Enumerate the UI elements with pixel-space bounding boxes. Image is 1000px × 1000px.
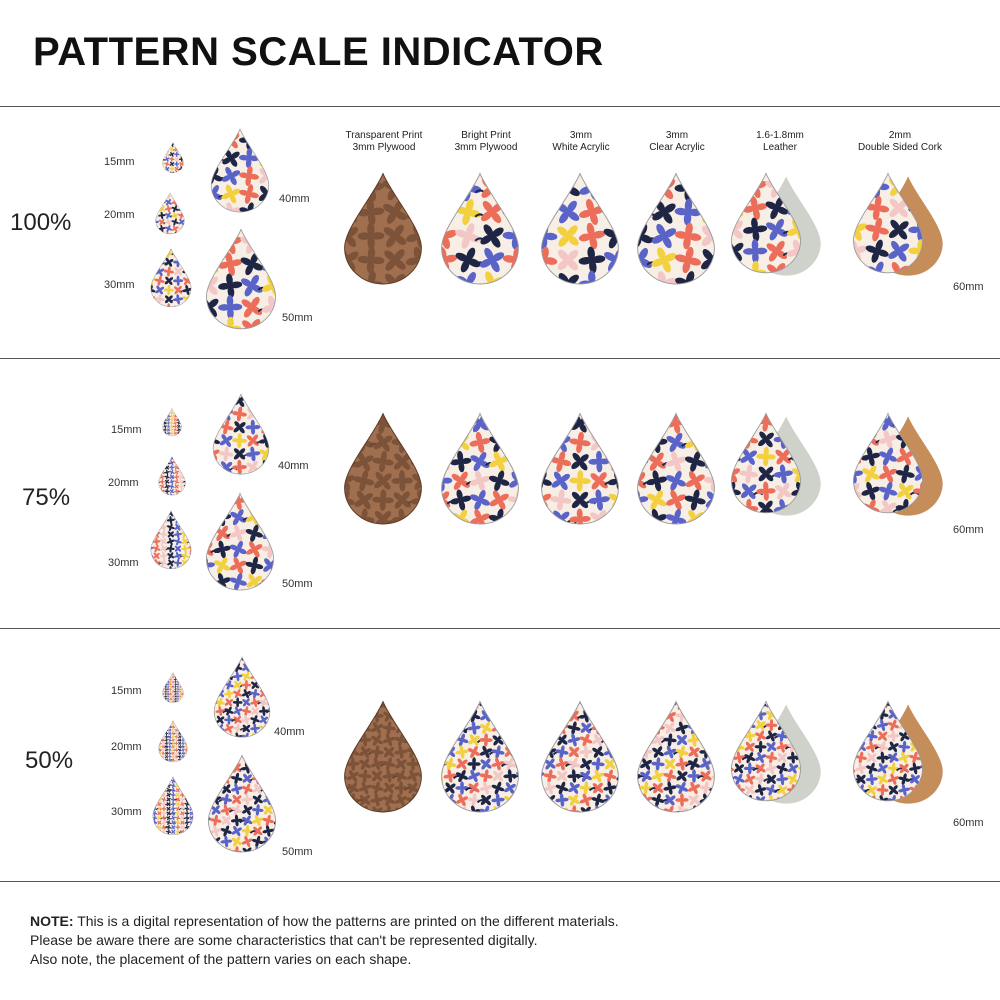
sample-leather [730, 172, 827, 276]
sample-white-acrylic [540, 172, 620, 285]
sample-clear-acrylic [636, 700, 716, 813]
divider [0, 358, 1000, 359]
swatch-20mm [155, 192, 185, 235]
note-line: This is a digital representation of how … [73, 913, 619, 929]
swatch-20mm [158, 456, 186, 496]
divider [0, 628, 1000, 629]
note-line: Also note, the placement of the pattern … [30, 951, 412, 967]
swatch-50mm [207, 754, 277, 853]
size-label: 60mm [953, 281, 984, 293]
sample-leather [730, 412, 827, 516]
size-label: 50mm [282, 312, 313, 324]
material-header-leather: 1.6-1.8mm Leather [756, 130, 804, 153]
size-label: 20mm [104, 209, 135, 221]
divider [0, 106, 1000, 107]
size-label: 50mm [282, 578, 313, 590]
sample-bright-plywood [440, 172, 520, 285]
sample-transparent-plywood [343, 700, 423, 813]
swatch-30mm [150, 248, 192, 307]
swatch-15mm [162, 408, 182, 437]
swatch-50mm [205, 228, 277, 330]
swatch-40mm [213, 656, 271, 738]
size-label: 20mm [108, 477, 139, 489]
sample-leather [730, 700, 827, 804]
sample-white-acrylic [540, 700, 620, 813]
note-label: NOTE: [30, 913, 74, 929]
size-label: 15mm [104, 156, 135, 168]
sample-clear-acrylic [636, 412, 716, 525]
material-header-clear-acrylic: 3mm Clear Acrylic [649, 130, 705, 153]
swatch-40mm [212, 393, 270, 475]
size-label: 40mm [274, 726, 305, 738]
scale-label: 75% [22, 484, 71, 511]
material-header-white-acrylic: 3mm White Acrylic [552, 130, 610, 153]
sample-bright-plywood [440, 412, 520, 525]
size-label: 60mm [953, 524, 984, 536]
size-label: 40mm [279, 193, 310, 205]
swatch-20mm [158, 720, 188, 763]
sample-transparent-plywood [343, 172, 423, 285]
note-line: Please be aware there are some character… [30, 932, 538, 948]
scale-label: 50% [25, 747, 74, 774]
swatch-30mm [152, 776, 194, 835]
page-title: PATTERN SCALE INDICATOR [33, 30, 604, 74]
swatch-15mm [162, 672, 184, 703]
scale-label: 100% [10, 209, 72, 236]
divider [0, 881, 1000, 882]
size-label: 30mm [108, 557, 139, 569]
sample-clear-acrylic [636, 172, 716, 285]
size-label: 20mm [111, 741, 142, 753]
material-header-bright-plywood: Bright Print 3mm Plywood [454, 130, 518, 153]
size-label: 30mm [111, 806, 142, 818]
sample-white-acrylic [540, 412, 620, 525]
size-label: 15mm [111, 685, 142, 697]
size-label: 60mm [953, 817, 984, 829]
material-header-cork: 2mm Double Sided Cork [858, 130, 942, 153]
sample-bright-plywood [440, 700, 520, 813]
note: NOTE: This is a digital representation o… [30, 912, 619, 969]
swatch-15mm [162, 142, 184, 173]
material-header-transparent-plywood: Transparent Print 3mm Plywood [345, 130, 423, 153]
sample-cork [852, 412, 949, 516]
size-label: 50mm [282, 846, 313, 858]
sample-cork [852, 172, 949, 276]
size-label: 40mm [278, 460, 309, 472]
swatch-40mm [210, 128, 270, 213]
sample-cork [852, 700, 949, 804]
swatch-30mm [150, 510, 192, 569]
swatch-50mm [205, 492, 275, 591]
size-label: 30mm [104, 279, 135, 291]
size-label: 15mm [111, 424, 142, 436]
sample-transparent-plywood [343, 412, 423, 525]
